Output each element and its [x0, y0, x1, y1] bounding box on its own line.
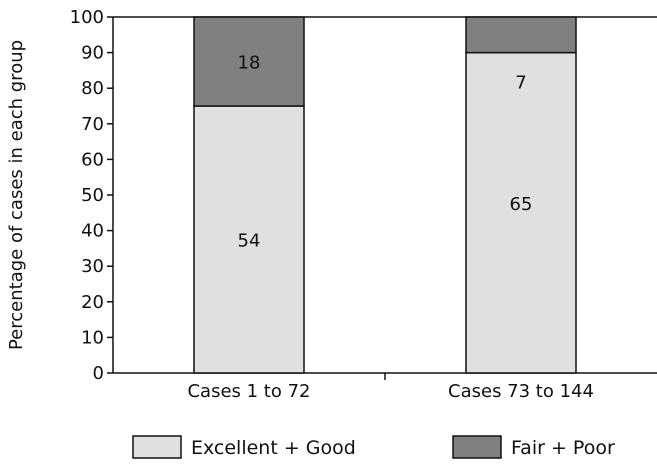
bar-segment-fair-poor: [465, 16, 577, 54]
data-label: 7: [515, 73, 526, 94]
y-tick-label: 90: [81, 43, 104, 64]
data-label: 54: [238, 231, 261, 252]
x-category-label: Cases 73 to 144: [448, 381, 594, 402]
data-label: 18: [238, 53, 261, 74]
y-tick-label: 0: [93, 363, 104, 384]
bar-segment-excellent-good: [465, 51, 577, 374]
legend-label: Fair + Poor: [511, 437, 615, 459]
legend-swatch: [132, 435, 182, 459]
y-axis-ticks: 0 10 20 30 40 50 60 70 80 90 100: [70, 7, 113, 384]
y-tick-label: 60: [81, 149, 104, 170]
y-tick-label: 70: [81, 114, 104, 135]
x-category-label: Cases 1 to 72: [187, 381, 310, 402]
legend-label: Excellent + Good: [191, 437, 356, 459]
y-tick-label: 10: [81, 327, 104, 348]
bar-segment-fair-poor: [193, 16, 305, 107]
y-tick-label: 40: [81, 221, 104, 242]
bars: 54 18 65 7: [193, 16, 577, 374]
bar-segment-excellent-good: [193, 105, 305, 374]
y-axis-title: Percentage of cases in each group: [6, 40, 27, 350]
legend-swatch: [452, 435, 502, 459]
data-label: 65: [510, 194, 533, 215]
x-axis-categories: Cases 1 to 72 Cases 73 to 144: [187, 373, 594, 402]
y-tick-label: 20: [81, 292, 104, 313]
y-tick-label: 50: [81, 185, 104, 206]
y-tick-label: 100: [70, 7, 104, 28]
y-tick-label: 80: [81, 78, 104, 99]
y-tick-label: 30: [81, 256, 104, 277]
legend: Excellent + Good Fair + Poor: [132, 435, 615, 459]
